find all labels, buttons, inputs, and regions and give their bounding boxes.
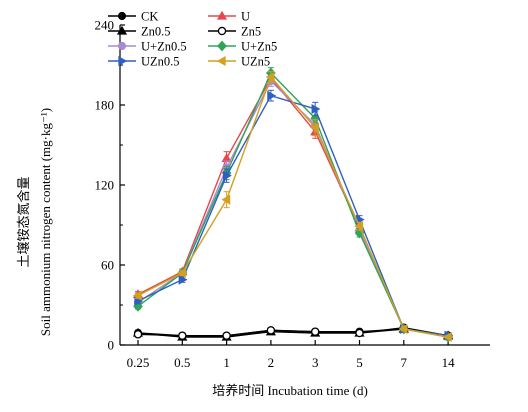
series-u-zn5 (133, 67, 453, 343)
x-ticks: 0.25 0.5 1 2 3 5 7 14 (127, 340, 455, 370)
x-tick-label: 5 (356, 355, 363, 370)
x-tick-label: 0.5 (174, 355, 190, 370)
legend-item: CK (108, 10, 158, 24)
legend-label: CK (141, 10, 158, 24)
data-point (133, 330, 143, 339)
legend-marker (216, 55, 226, 67)
legend-label: U+Zn5 (241, 40, 277, 54)
legend-marker (117, 41, 127, 51)
y-ticks: 0 60 120 180 240 (95, 18, 125, 353)
data-point (132, 290, 142, 301)
data-point (442, 331, 452, 343)
y-tick-label: 60 (101, 258, 114, 273)
x-tick-label: 0.25 (127, 355, 150, 370)
legend-marker (118, 55, 128, 67)
data-point (178, 274, 188, 285)
series-layer (132, 67, 454, 343)
data-point (309, 122, 319, 133)
data-point (311, 103, 321, 115)
legend-item: U+Zn5 (208, 40, 277, 54)
legend-label: Zn0.5 (141, 25, 171, 39)
legend-label: U (241, 10, 250, 24)
legend-item: Zn5 (208, 25, 261, 39)
x-tick-label: 7 (401, 355, 408, 370)
x-tick-label: 2 (268, 355, 275, 370)
data-point (222, 331, 231, 340)
axes (119, 25, 490, 346)
series-line (137, 77, 449, 337)
y-tick-label: 240 (95, 18, 115, 33)
data-point (398, 323, 408, 335)
data-point (266, 326, 276, 335)
y-axis-title: Soil ammonium nitrogen content (mg·kg⁻¹) (38, 108, 53, 336)
x-tick-label: 3 (312, 355, 319, 370)
legend-label: U+Zn0.5 (141, 40, 187, 54)
data-point (310, 327, 320, 336)
data-point (265, 71, 275, 83)
legend-item: UZn5 (208, 55, 270, 69)
y-tick-label: 180 (95, 98, 115, 113)
y-tick-label: 120 (95, 178, 115, 193)
legend-item: U (208, 10, 250, 24)
data-point (221, 194, 231, 205)
series-line (137, 94, 449, 337)
series-line (137, 79, 449, 338)
y-axis-title-cn: 土壤铵态氮含量 (16, 176, 31, 267)
series-u (132, 72, 454, 340)
series-u-zn0-5 (133, 75, 453, 342)
data-point (267, 90, 277, 101)
legend-label: UZn0.5 (141, 55, 180, 69)
data-point (354, 221, 364, 232)
data-point (222, 170, 232, 181)
x-tick-label: 1 (223, 355, 230, 370)
data-point (355, 328, 364, 338)
legend-marker (217, 26, 227, 36)
data-point (178, 331, 187, 340)
legend-label: Zn5 (241, 25, 261, 39)
y-tick-label: 0 (108, 338, 115, 353)
series-uzn0-5 (134, 89, 454, 341)
x-tick-label: 14 (442, 355, 456, 370)
series-line (137, 71, 449, 338)
series-line (137, 328, 449, 338)
legend-label: UZn5 (241, 55, 270, 69)
legend-item: U+Zn0.5 (108, 40, 187, 54)
series-line (137, 326, 449, 337)
legend-marker (217, 40, 227, 52)
series-uzn5 (132, 71, 452, 343)
x-axis-title: 培养时间 Incubation time (d) (212, 383, 368, 398)
legend-marker (116, 25, 128, 35)
legend-item: Zn0.5 (108, 25, 171, 39)
legend-marker (117, 11, 127, 21)
data-point (177, 267, 186, 279)
legend-item: UZn0.5 (108, 55, 180, 69)
series-line (137, 75, 449, 338)
legend-marker (216, 10, 228, 20)
